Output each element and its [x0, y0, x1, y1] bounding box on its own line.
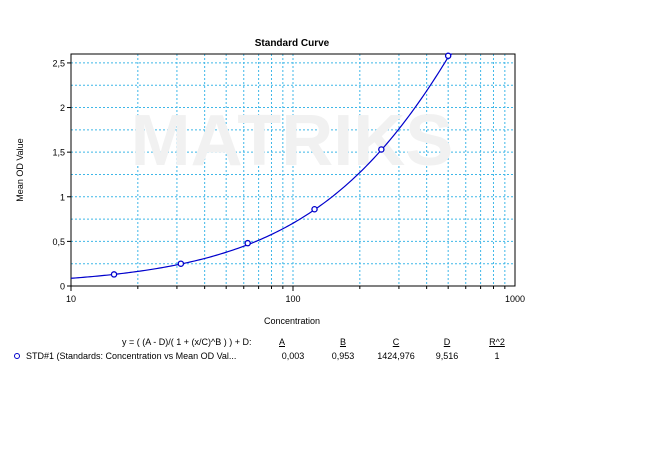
data-points [110, 52, 452, 278]
watermark: MATRIKS [131, 101, 454, 181]
legend-value-r2: 1 [494, 351, 500, 361]
x-tick-label: 10 [66, 294, 76, 304]
legend-value-d: 9,516 [435, 351, 459, 361]
fit-legend: y = ( (A - D)/( 1 + (x/C)^B ) ) + D: A B… [0, 336, 670, 376]
legend-value-b: 0,953 [331, 351, 355, 361]
y-tick-label: 0 [60, 282, 65, 292]
fit-curve [70, 53, 453, 279]
data-point [378, 146, 385, 153]
x-tick-label: 100 [285, 294, 300, 304]
legend-value-a: 0,003 [281, 351, 305, 361]
legend-equation: y = ( (A - D)/( 1 + (x/C)^B ) ) + D: [122, 337, 252, 347]
data-point [444, 52, 452, 60]
y-tick-label: 0,5 [52, 237, 65, 247]
legend-value-c: 1424,976 [377, 351, 415, 361]
legend-header-r2: R^2 [489, 337, 505, 347]
x-axis-label: Concentration [264, 316, 320, 326]
legend-header-a: A [278, 337, 285, 347]
data-point [244, 239, 251, 247]
grid-lines [71, 54, 515, 286]
legend-marker-icon [14, 353, 20, 359]
y-tick-label: 2,5 [52, 58, 65, 68]
standard-curve-chart: MATRIKS 0 0,5 1 1,5 2 2,5 10 100 1000 Standard C… [15, 38, 525, 326]
legend-header-b: B [339, 337, 346, 347]
legend-series-name: STD#1 (Standards: Concentration vs Mean … [26, 351, 237, 361]
chart-title: Standard Curve [255, 38, 330, 49]
y-tick-label: 1,5 [52, 148, 65, 158]
data-point [311, 206, 318, 213]
legend-header-c: C [392, 337, 400, 347]
axes: 0 0,5 1 1,5 2 2,5 10 100 1000 [52, 54, 525, 304]
y-tick-label: 2 [60, 103, 65, 113]
y-tick-label: 1 [60, 192, 65, 202]
data-point [177, 260, 185, 267]
legend-header-d: D [443, 337, 451, 347]
data-point [110, 271, 118, 278]
x-tick-label: 1000 [505, 294, 525, 304]
y-axis-label: Mean OD Value [15, 138, 25, 201]
